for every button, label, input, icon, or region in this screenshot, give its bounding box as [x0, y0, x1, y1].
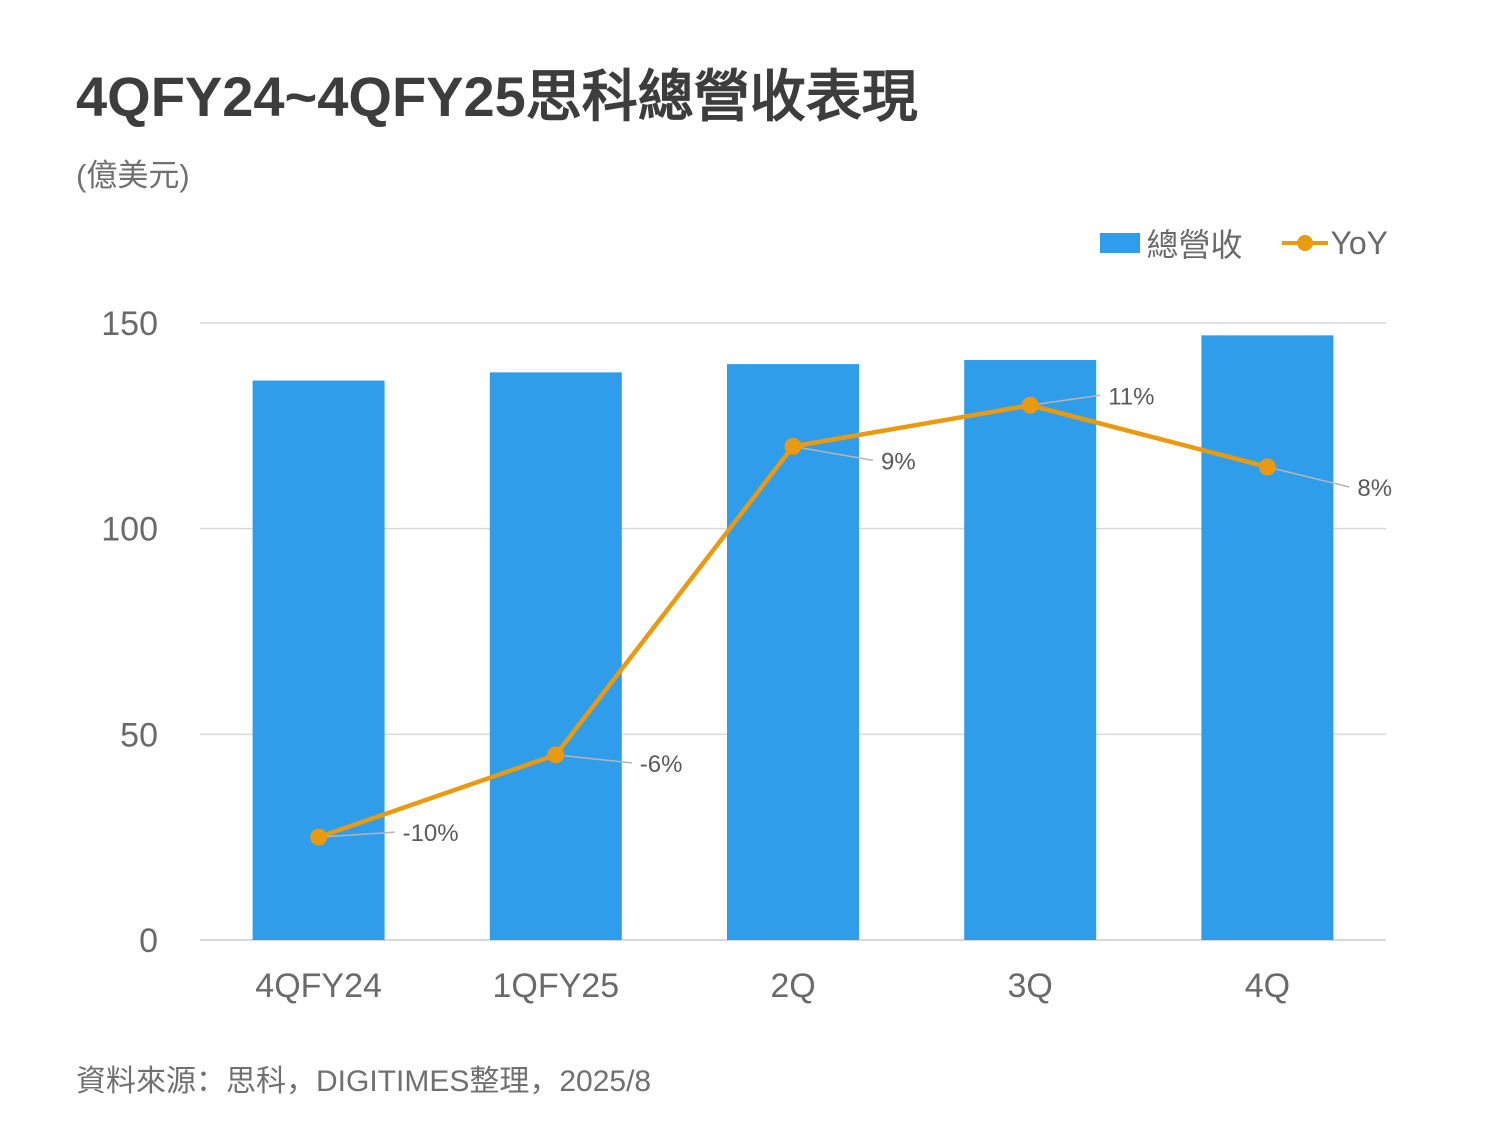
yoy-leader-2Q: [792, 445, 874, 462]
yoy-point-4Q: [1258, 458, 1276, 476]
y-tick-label-150: 150: [101, 305, 158, 343]
source-note: 資料來源：思科，DIGITIMES整理，2025/8: [76, 1065, 652, 1098]
x-tick-label-3Q: 3Q: [1008, 967, 1053, 1005]
bar-1QFY25: [489, 372, 622, 940]
x-tick-label-1QFY25: 1QFY25: [492, 967, 619, 1005]
yoy-leader-4QFY24: [318, 831, 395, 838]
chart-legend: 總營收 YoY: [1100, 220, 1388, 266]
bar-4Q: [1201, 335, 1334, 941]
legend-bar-swatch: [1100, 233, 1141, 253]
x-tick-label-2Q: 2Q: [770, 967, 815, 1005]
yoy-data-label-4Q: 8%: [1357, 475, 1392, 502]
yoy-point-4QFY24: [310, 828, 328, 846]
unit-label: (億美元): [76, 158, 190, 193]
bar-2Q: [727, 364, 859, 941]
legend-line-swatch: [1282, 235, 1329, 251]
yoy-leader-1QFY25: [555, 754, 632, 764]
chart-title: 4QFY24~4QFY25思科總營收表現: [76, 65, 918, 128]
legend-label-yoy: YoY: [1330, 224, 1388, 261]
yoy-leader-4Q: [1267, 466, 1350, 488]
yoy-point-2Q: [784, 437, 802, 455]
y-tick-label-50: 50: [120, 716, 158, 754]
y-tick-label-100: 100: [101, 511, 158, 549]
yoy-point-1QFY25: [547, 746, 565, 764]
yoy-leader-3Q: [1030, 394, 1101, 407]
y-tick-label-0: 0: [139, 922, 158, 960]
legend-item-revenue: 總營收: [1100, 220, 1242, 266]
bar-4QFY24: [252, 380, 385, 940]
yoy-data-label-3Q: 11%: [1108, 383, 1154, 410]
bar-3Q: [964, 360, 1097, 940]
yoy-data-label-4QFY24: -10%: [403, 820, 459, 847]
x-tick-label-4Q: 4Q: [1245, 967, 1290, 1005]
yoy-data-label-1QFY25: -6%: [640, 751, 683, 778]
legend-label-revenue: 總營收: [1146, 227, 1243, 263]
yoy-data-label-2Q: 9%: [881, 448, 916, 475]
yoy-point-3Q: [1021, 396, 1039, 414]
x-tick-label-4QFY24: 4QFY24: [255, 967, 382, 1005]
legend-item-yoy: YoY: [1282, 225, 1388, 262]
